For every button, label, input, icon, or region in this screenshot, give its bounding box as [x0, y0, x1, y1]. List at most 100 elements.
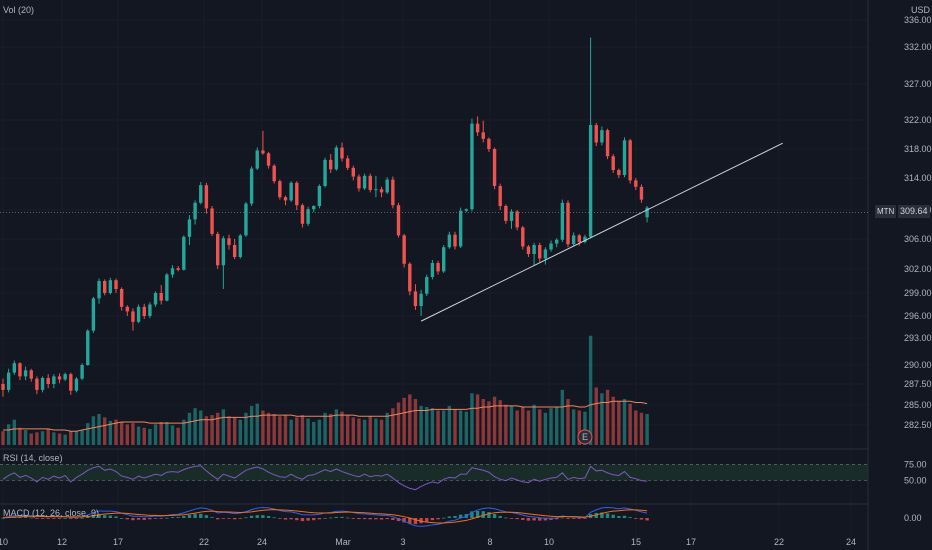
- volume-bars: [1, 335, 649, 445]
- price-axis-label: 314.00: [904, 173, 932, 183]
- macd-hist-bar: [487, 512, 491, 518]
- rsi-indicator-label[interactable]: RSI (14, close): [3, 453, 63, 463]
- macd-hist-bar: [108, 515, 113, 518]
- macd-hist-bar: [35, 518, 39, 519]
- candle-body: [464, 209, 468, 211]
- volume-bar: [153, 424, 158, 445]
- macd-hist-bar: [549, 518, 553, 520]
- candle-body: [210, 208, 214, 234]
- price-axis-label: 293.00: [904, 333, 932, 343]
- volume-bar: [204, 416, 209, 445]
- candle-body: [103, 281, 107, 293]
- volume-bar: [244, 412, 248, 445]
- macd-hist-bar: [498, 516, 502, 518]
- candle-body: [272, 165, 276, 182]
- volume-bar: [295, 417, 299, 445]
- candle-body: [374, 189, 378, 191]
- price-axis-label: 322.00: [904, 115, 932, 125]
- volume-bar: [374, 418, 378, 445]
- volume-bar: [312, 422, 316, 445]
- volume-bar: [182, 419, 186, 445]
- volume-bar: [430, 408, 435, 445]
- volume-bar: [317, 419, 322, 445]
- candle-body: [555, 239, 559, 244]
- price-axis-label: 302.00: [904, 264, 932, 274]
- macd-hist-bar: [193, 514, 197, 518]
- trendline[interactable]: [420, 142, 783, 322]
- macd-hist-bar: [391, 518, 395, 520]
- macd-hist-bar: [442, 517, 446, 519]
- volume-bar: [368, 416, 372, 445]
- candle-body: [261, 150, 265, 154]
- candle-body: [475, 123, 480, 133]
- candle-body: [23, 370, 28, 377]
- candle-body: [408, 263, 412, 292]
- macd-hist-bar: [216, 518, 220, 520]
- candle-body: [199, 185, 203, 203]
- volume-bar: [74, 431, 79, 445]
- macd-hist-bar: [622, 515, 627, 518]
- macd-hist-bar: [46, 518, 50, 519]
- macd-hist-bar: [204, 515, 209, 518]
- candle-body: [136, 306, 141, 322]
- macd-hist-bar: [227, 518, 231, 519]
- volume-bar: [560, 389, 565, 445]
- candle-body: [487, 138, 491, 149]
- volume-bar: [238, 419, 242, 445]
- macd-hist-bar: [170, 517, 175, 518]
- macd-hist-bar: [475, 510, 480, 518]
- candle-body: [329, 159, 333, 170]
- time-axis[interactable]: 10 12 17 22 24 Mar 3 8 10 15 17 22 24: [0, 537, 856, 547]
- price-axis-label: 336.00: [904, 15, 932, 25]
- candle-body: [549, 243, 553, 250]
- macd-hist-bar: [413, 518, 418, 525]
- volume-bar: [543, 412, 548, 445]
- volume-bar: [402, 397, 406, 445]
- candle-body: [543, 249, 548, 259]
- volume-bar: [600, 393, 604, 445]
- volume-bar: [617, 401, 621, 445]
- candle-body: [283, 197, 288, 201]
- macd-hist-bar: [300, 518, 305, 522]
- candle-body: [12, 363, 16, 373]
- rsi-overbought-band: [0, 464, 868, 481]
- volume-bar: [628, 403, 632, 445]
- macd-hist-bar: [543, 518, 548, 521]
- candle-body: [588, 125, 593, 237]
- macd-hist-bar: [408, 518, 412, 524]
- earnings-marker[interactable]: E: [577, 429, 593, 445]
- macd-hist-bar: [187, 514, 192, 518]
- volume-indicator-label[interactable]: Vol (20): [3, 5, 35, 15]
- volume-bar: [577, 410, 581, 445]
- candle-body: [80, 365, 84, 379]
- candle-body: [221, 238, 226, 266]
- candle-body: [6, 372, 11, 390]
- candle-body: [362, 175, 367, 189]
- macd-hist-bar: [538, 518, 542, 521]
- volume-bar: [588, 335, 593, 445]
- volume-bar: [345, 415, 350, 445]
- volume-bar: [35, 432, 39, 445]
- macd-hist-bar: [645, 518, 649, 521]
- macd-indicator-label[interactable]: MACD (12, 26, close, 9): [3, 508, 100, 518]
- volume-bar: [639, 412, 644, 445]
- macd-hist-bar: [628, 517, 632, 518]
- macd-hist-bar: [402, 518, 406, 523]
- candle-body: [108, 280, 113, 293]
- candle-body: [442, 247, 446, 272]
- volume-bar: [475, 394, 480, 445]
- macd-hist-bar: [362, 518, 367, 520]
- time-axis-label: 10: [0, 537, 8, 547]
- candle-body: [312, 206, 316, 210]
- price-axis[interactable]: 336.00332.00327.00322.00318.00314.00310.…: [904, 15, 932, 430]
- volume-bar: [46, 428, 50, 445]
- volume-bar: [227, 416, 231, 445]
- candle-body: [594, 125, 598, 143]
- macd-hist-bar: [600, 512, 604, 518]
- macd-hist-bar: [374, 518, 378, 520]
- candle-body: [453, 234, 457, 247]
- macd-hist-bar: [368, 518, 372, 520]
- candle-body: [74, 378, 79, 391]
- candle-body: [142, 306, 146, 316]
